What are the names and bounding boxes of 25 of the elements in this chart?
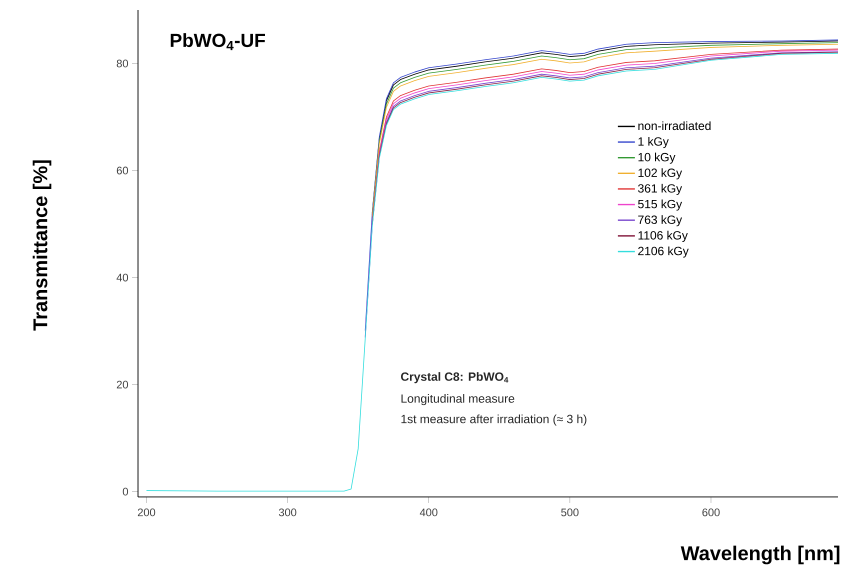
legend-label: 515 kGy	[638, 200, 682, 211]
y-tick-label: 60	[116, 166, 128, 174]
text: PbWO$_{4}$-UF	[170, 33, 265, 50]
y-axis-title: Transmittance [%]	[32, 160, 52, 331]
legend-label: 2106 kGy	[638, 246, 689, 258]
x-axis-title: Wavelength [nm]	[680, 546, 840, 564]
x-tick-label: 300	[278, 508, 296, 516]
y-tick-label: 80	[116, 60, 128, 68]
legend-label: 763 kGy	[638, 215, 682, 226]
legend-label: 361 kGy	[638, 184, 682, 196]
annotation: 1st measure after irradiation (≈ 3 h)	[401, 414, 586, 426]
legend-label: 10 kGy	[638, 152, 676, 164]
x-tick-label: 500	[561, 508, 579, 516]
legend-label: non-irradiated	[638, 121, 711, 130]
legend-label: 1 kGy	[638, 136, 669, 148]
legend-label: 1106 kGy	[638, 230, 688, 242]
x-tick-label: 400	[420, 508, 438, 516]
legend-label: 102 kGy	[638, 168, 682, 180]
y-tick-label: 0	[122, 488, 128, 496]
annotation: Crystal C8: PbWO$_{4}$	[401, 372, 508, 384]
x-tick-label: 200	[138, 508, 156, 516]
y-tick-label: 40	[116, 274, 128, 282]
x-tick-label: 600	[702, 508, 720, 516]
annotation: Longitudinal measure	[402, 394, 514, 406]
y-tick-label: 20	[116, 380, 128, 388]
